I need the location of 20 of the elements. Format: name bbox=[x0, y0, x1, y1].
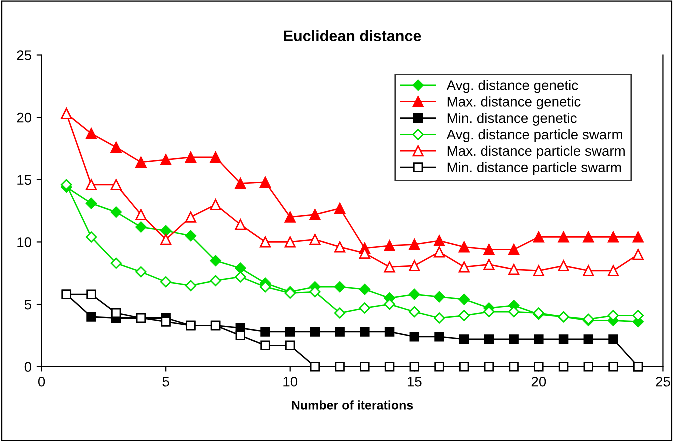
y-tick-label: 5 bbox=[24, 300, 32, 310]
x-tick-label: 25 bbox=[656, 376, 670, 387]
x-tick-label: 0 bbox=[38, 376, 46, 387]
x-axis-title: Number of iterations bbox=[292, 400, 414, 410]
legend-label: Max. distance particle swarm bbox=[448, 146, 625, 159]
y-tick-label: 25 bbox=[17, 50, 32, 60]
legend-label: Min. distance particle swarm bbox=[448, 162, 622, 176]
y-tick-label: 10 bbox=[18, 238, 32, 248]
y-tick-label: 20 bbox=[17, 112, 32, 123]
x-tick-label: 15 bbox=[408, 377, 422, 387]
x-tick-label: 20 bbox=[532, 376, 546, 387]
y-tick-label: 15 bbox=[18, 175, 32, 186]
legend-label: Min. distance genetic bbox=[448, 113, 577, 126]
legend-label: Avg. distance particle swarm bbox=[446, 129, 622, 142]
x-tick-label: 5 bbox=[162, 377, 170, 387]
legend-label: Avg. distance genetic bbox=[446, 80, 578, 94]
y-tick-label: 0 bbox=[24, 362, 32, 372]
x-tick-label: 10 bbox=[284, 376, 298, 387]
chart-title: Euclidean distance bbox=[284, 30, 422, 42]
legend-label: Max. distance genetic bbox=[448, 96, 581, 110]
